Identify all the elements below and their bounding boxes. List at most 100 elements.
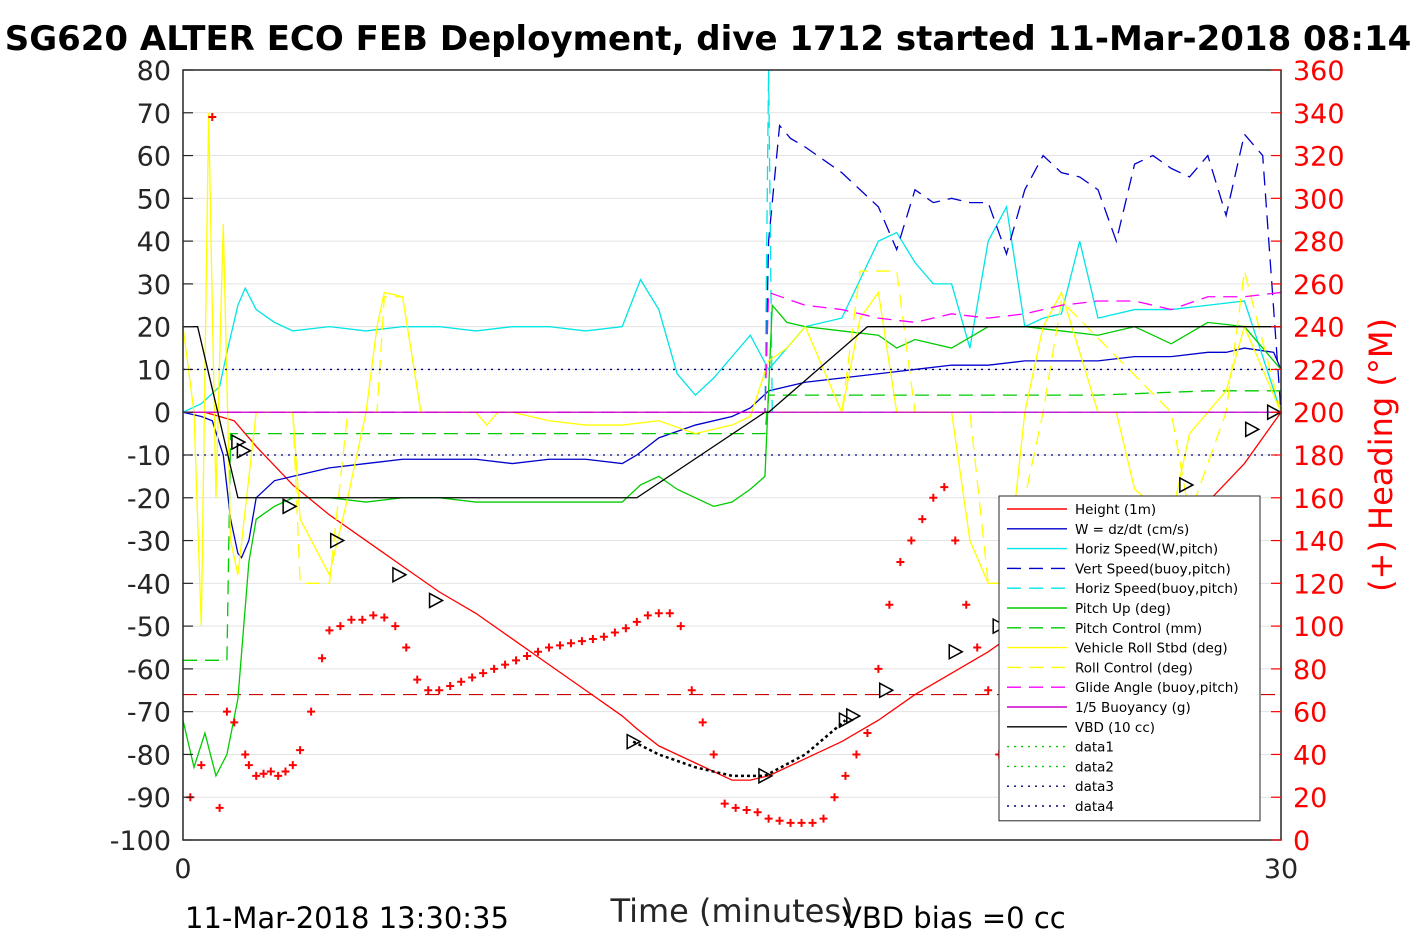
x-tick-label: 30 (1264, 854, 1298, 885)
left-tick-label: 10 (137, 355, 171, 386)
legend-label: Vert Speed(buoy,pitch) (1075, 561, 1231, 577)
legend-label: Horiz Speed(W,pitch) (1075, 542, 1218, 558)
heading-point (479, 669, 488, 678)
heading-point (885, 600, 894, 609)
right-tick-label: 280 (1293, 227, 1345, 258)
heading-point (709, 750, 718, 759)
triangle-marker (838, 711, 855, 729)
triangle-marker (758, 767, 774, 785)
heading-point (665, 609, 674, 618)
heading-point (566, 639, 575, 648)
heading-point (753, 808, 762, 817)
right-tick-label: 40 (1293, 740, 1327, 771)
series-line-2 (182, 204, 1282, 413)
heading-point (490, 664, 499, 673)
left-tick-label: 80 (137, 56, 171, 87)
legend-label: Height (1m) (1075, 502, 1156, 518)
right-tick-label: 200 (1293, 398, 1345, 429)
left-y-ticks: 80 70 60 50 40 30 20 10 0 -10 -20 -30 -40 -50 -60 -70 -8… (110, 56, 193, 857)
heading-point (786, 818, 795, 827)
heading-point (347, 615, 356, 624)
series-lines (182, 69, 1282, 781)
left-tick-label: -50 (127, 612, 171, 643)
legend-label: data4 (1075, 799, 1114, 815)
right-tick-label: 240 (1293, 313, 1345, 344)
legend: Height (1m) W = dz/dt (cm/s) Horiz Speed(W… (998, 495, 1261, 822)
heading-point (973, 643, 982, 652)
triangle-marker (329, 532, 346, 549)
legend-label: VBD (10 cc) (1075, 720, 1155, 736)
right-tick-label: 0 (1293, 826, 1310, 857)
legend-label: 1/5 Buoyancy (g) (1075, 700, 1191, 716)
left-tick-label: 0 (154, 398, 171, 429)
left-tick-label: -20 (127, 484, 171, 515)
heading-point (610, 628, 619, 637)
left-tick-label: -80 (127, 740, 171, 771)
heading-point (720, 799, 729, 808)
heading-point (208, 113, 217, 122)
heading-point (841, 771, 850, 780)
heading-point (413, 675, 422, 684)
left-tick-label: 20 (137, 313, 171, 344)
heading-point (230, 718, 239, 727)
heading-point (874, 664, 883, 673)
left-tick-label: -70 (127, 698, 171, 729)
legend-label: data2 (1075, 759, 1114, 775)
heading-point (830, 793, 839, 802)
x-ticks: 0 30 (174, 854, 1298, 885)
legend-label: data3 (1075, 779, 1114, 795)
right-y-ticks: 3603403203002802602402202001801601401201… (1271, 56, 1345, 857)
heading-point (435, 686, 444, 695)
right-tick-label: 340 (1293, 99, 1345, 130)
legend-label: Roll Control (deg) (1075, 660, 1193, 676)
triangle-marker (428, 592, 445, 609)
heading-point (907, 536, 916, 545)
heading-point (424, 686, 433, 695)
heading-point (307, 707, 316, 716)
right-tick-label: 160 (1293, 484, 1345, 515)
series-line-1 (182, 347, 1282, 559)
heading-point (296, 746, 305, 755)
right-tick-label: 140 (1293, 527, 1345, 558)
heading-point (215, 803, 224, 812)
series-line-8 (183, 270, 1282, 584)
heading-point (252, 771, 261, 780)
left-tick-label: -60 (127, 655, 171, 686)
heading-point (336, 622, 345, 631)
legend-label: Horiz Speed(buoy,pitch) (1075, 581, 1238, 597)
heading-point (698, 718, 707, 727)
triangle-marker (948, 643, 964, 661)
triangle-marker (1266, 403, 1283, 421)
heading-point (534, 647, 543, 656)
heading-point (259, 769, 268, 778)
heading-point (951, 536, 960, 545)
heading-point (241, 750, 250, 759)
heading-point (984, 686, 993, 695)
right-y-axis-label: (+) Heading (°M) (1362, 318, 1400, 592)
heading-point (808, 818, 817, 827)
heading-point (380, 613, 389, 622)
heading-point (468, 673, 477, 682)
legend-label: W = dz/dt (cm/s) (1075, 522, 1189, 538)
heading-point (512, 656, 521, 665)
heading-point (446, 682, 455, 690)
triangle-marker (231, 433, 247, 451)
heading-point (555, 641, 564, 650)
heading-point (266, 767, 275, 776)
heading-point (676, 622, 685, 631)
left-tick-label: -10 (127, 441, 171, 472)
legend-label: Vehicle Roll Stbd (deg) (1075, 641, 1228, 657)
heading-point (797, 818, 806, 827)
series-line-6 (183, 390, 1281, 661)
heading-point (369, 611, 378, 620)
left-tick-label: -90 (127, 783, 171, 814)
right-tick-label: 360 (1293, 56, 1345, 87)
x-axis-label: Time (minutes) (610, 892, 854, 930)
heading-point (501, 660, 510, 669)
right-tick-label: 100 (1293, 612, 1345, 643)
heading-point (599, 632, 608, 641)
heading-point (731, 803, 740, 812)
chart-title: SG620 ALTER ECO FEB Deployment, dive 171… (5, 19, 1412, 59)
triangle-marker (392, 566, 408, 584)
heading-point (523, 652, 532, 661)
